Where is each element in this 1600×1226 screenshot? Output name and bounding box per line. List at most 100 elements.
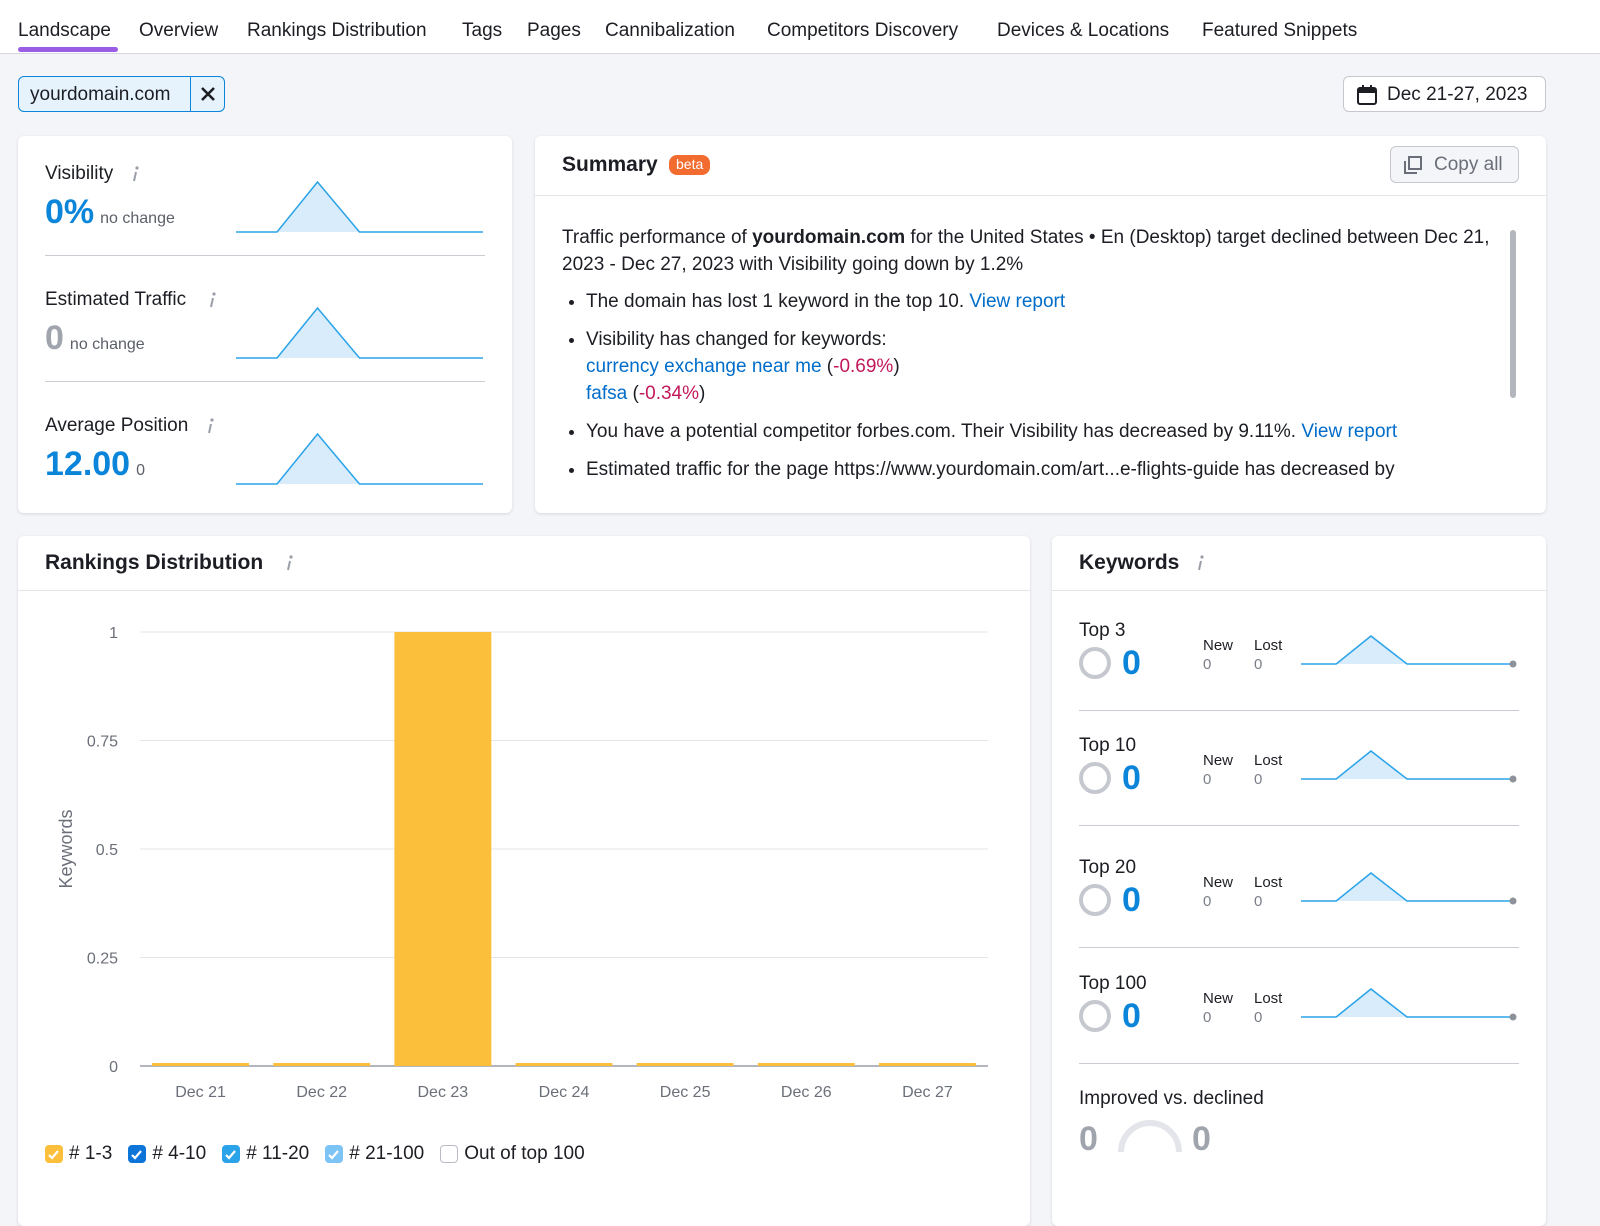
divider (1079, 947, 1519, 948)
summary-line: You have a potential competitor forbes.c… (586, 418, 1512, 445)
sparkline-line (1301, 988, 1513, 1018)
sparkline (236, 307, 483, 359)
sparkline-line (1301, 872, 1513, 902)
tab[interactable]: Featured Snippets (1202, 20, 1358, 41)
info-dot (212, 292, 216, 296)
info-stem (133, 171, 137, 182)
info-dot (135, 166, 139, 170)
calendar-icon (1357, 85, 1377, 105)
rankings-card: Rankings Distribution 0 0.25 0.5 0.75 1 Keywo… (18, 536, 1030, 1226)
legend-item[interactable]: # 4-10 (128, 1143, 206, 1165)
tab[interactable]: Competitors Discovery (767, 20, 959, 41)
tab[interactable]: Devices & Locations (997, 20, 1170, 41)
copy-all-button[interactable]: Copy all (1390, 146, 1519, 183)
legend-checkbox[interactable] (45, 1145, 63, 1163)
y-tick-label: 0.75 (87, 734, 118, 751)
text-run: yourdomain.com (752, 227, 906, 248)
summary-item: Estimated traffic for the page https://w… (586, 456, 1512, 483)
lost-value: 0 (1254, 656, 1263, 673)
divider (45, 381, 485, 382)
legend-checkbox[interactable] (128, 1145, 147, 1163)
group-value: 0 (1122, 997, 1141, 1035)
new-value: 0 (1203, 771, 1212, 788)
info-icon (133, 166, 139, 182)
metrics-card: Visibility 0% no change Estimated Traffic 0 n… (18, 136, 512, 513)
tab[interactable]: Overview (139, 20, 219, 41)
sparkline (1301, 988, 1517, 1021)
y-axis-label: Keywords (56, 809, 76, 888)
metric-label: Average Position (45, 415, 189, 436)
gauge-arc (1118, 1120, 1182, 1153)
lost-value: 0 (1254, 893, 1263, 910)
link[interactable]: currency exchange near me (586, 356, 822, 377)
sparkline (1301, 750, 1517, 783)
tab[interactable]: Rankings Distribution (247, 20, 427, 41)
sparkline-area (277, 182, 360, 232)
link[interactable]: View report (969, 291, 1066, 312)
tab[interactable]: Tags (462, 20, 503, 41)
ring (1079, 647, 1111, 679)
sparkline-line (236, 307, 483, 359)
lost-value: 0 (1254, 1009, 1263, 1026)
sparkline-line (236, 433, 483, 485)
sparkline-area (1336, 636, 1407, 664)
info-dot (289, 555, 293, 559)
divider (1052, 590, 1546, 591)
ring-track (1079, 762, 1111, 794)
divider (1079, 710, 1519, 711)
y-tick-label: 0 (109, 1059, 118, 1076)
legend-item[interactable]: # 1-3 (45, 1143, 112, 1165)
summary-item: You have a potential competitor forbes.c… (586, 418, 1512, 445)
scrollbar[interactable] (1510, 230, 1516, 398)
legend-checkbox[interactable] (440, 1145, 459, 1163)
link[interactable]: fafsa (586, 383, 628, 404)
legend-checkbox[interactable] (222, 1145, 241, 1163)
divider (45, 255, 485, 256)
lost-label: Lost (1254, 990, 1283, 1007)
sparkline-line (236, 181, 483, 233)
domain-chip: yourdomain.com (18, 76, 225, 112)
group-label: Top 100 (1079, 973, 1147, 994)
new-label: New (1203, 752, 1234, 769)
link[interactable]: View report (1301, 421, 1398, 442)
keywords-card: Keywords Top 3 0 New 0 Lost 0 Top 10 0 New 0 Lost 0… (1052, 536, 1546, 1226)
sparkline (236, 181, 483, 233)
sparkline-dot (1509, 1013, 1517, 1021)
metric-row: 0 no change (45, 319, 145, 358)
summary-list: The domain has lost 1 keyword in the top… (562, 288, 1512, 483)
new-label: New (1203, 990, 1234, 1007)
tab[interactable]: Cannibalization (605, 20, 735, 41)
legend-item[interactable]: # 11-20 (222, 1143, 309, 1165)
lost-label: Lost (1254, 637, 1283, 654)
tab[interactable]: Landscape (18, 20, 111, 41)
text-run: ) (893, 356, 900, 377)
remove-domain[interactable] (190, 77, 225, 111)
ring-track (1079, 647, 1111, 679)
sparkline-dot (1509, 897, 1517, 905)
info-icon (1198, 555, 1204, 571)
new-value: 0 (1203, 893, 1212, 910)
summary-card: Summary beta Copy all Traffic performanc… (535, 136, 1546, 513)
close-icon (201, 87, 215, 101)
new-label: New (1203, 874, 1234, 891)
summary-item: Visibility has changed for keywords: curr… (586, 326, 1512, 407)
new-label: New (1203, 637, 1234, 654)
legend-checkbox[interactable] (325, 1145, 344, 1163)
text-run: ( (627, 383, 639, 404)
date-range: Dec 21-27, 2023 (1387, 84, 1528, 105)
x-tick-label: Dec 23 (418, 1084, 469, 1101)
legend-item[interactable]: # 21-100 (325, 1143, 424, 1165)
sparkline-area (1336, 751, 1407, 779)
tab[interactable]: Pages (527, 20, 581, 41)
legend-label: # 11-20 (246, 1143, 310, 1164)
info-stem (208, 423, 212, 434)
group-value: 0 (1122, 759, 1141, 797)
legend: # 1-3 # 4-10 # 11-20 # 21-100 Out of top 100 (45, 1143, 585, 1165)
summary-intro: Traffic performance of yourdomain.com fo… (562, 224, 1512, 278)
summary-line: Visibility has changed for keywords: (586, 326, 1512, 353)
date-picker[interactable]: Dec 21-27, 2023 (1343, 76, 1546, 112)
legend-item[interactable]: Out of top 100 (440, 1143, 585, 1165)
group-label: Top 10 (1079, 735, 1137, 756)
metric-change: no change (100, 210, 175, 227)
